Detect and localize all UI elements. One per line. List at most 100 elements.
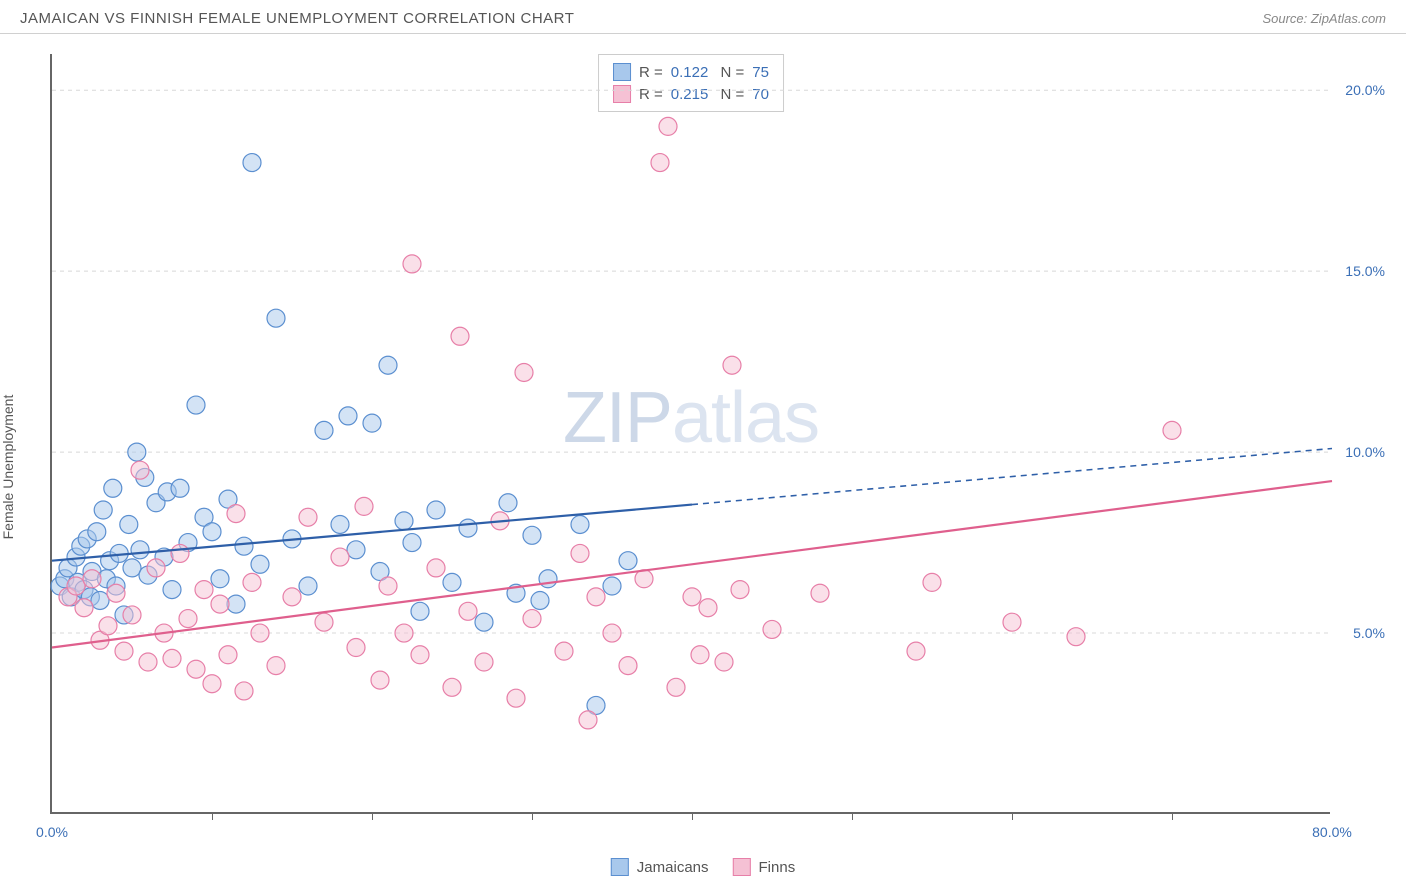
scatter-point (99, 617, 117, 635)
scatter-point (731, 581, 749, 599)
scatter-point (331, 515, 349, 533)
scatter-point (571, 515, 589, 533)
scatter-point (555, 642, 573, 660)
chart-title: JAMAICAN VS FINNISH FEMALE UNEMPLOYMENT … (20, 10, 574, 27)
trend-line (52, 505, 692, 561)
legend-label-jamaicans: Jamaicans (637, 859, 709, 876)
y-tick-label: 5.0% (1353, 625, 1385, 641)
legend-item-jamaicans: Jamaicans (611, 858, 709, 876)
scatter-point (1003, 613, 1021, 631)
scatter-point (267, 309, 285, 327)
scatter-point (147, 559, 165, 577)
scatter-point (459, 602, 477, 620)
scatter-point (331, 548, 349, 566)
scatter-point (379, 356, 397, 374)
scatter-point (315, 421, 333, 439)
source-label: Source: ZipAtlas.com (1262, 11, 1386, 26)
scatter-point (635, 570, 653, 588)
scatter-point (211, 595, 229, 613)
scatter-point (363, 414, 381, 432)
legend-item-finns: Finns (733, 858, 796, 876)
scatter-point (104, 479, 122, 497)
scatter-point (603, 577, 621, 595)
x-tick-label: 0.0% (36, 824, 68, 840)
scatter-point (579, 711, 597, 729)
scatter-point (91, 591, 109, 609)
scatter-point (187, 396, 205, 414)
scatter-point (88, 523, 106, 541)
scatter-point (187, 660, 205, 678)
scatter-point (531, 591, 549, 609)
scatter-point (619, 552, 637, 570)
scatter-point (171, 479, 189, 497)
scatter-point (219, 646, 237, 664)
scatter-point (411, 602, 429, 620)
header: JAMAICAN VS FINNISH FEMALE UNEMPLOYMENT … (0, 0, 1406, 34)
scatter-point (523, 610, 541, 628)
legend-label-finns: Finns (759, 859, 796, 876)
scatter-point (299, 577, 317, 595)
y-axis-label: Female Unemployment (0, 395, 16, 540)
y-tick-label: 10.0% (1345, 444, 1385, 460)
scatter-point (411, 646, 429, 664)
scatter-point (443, 573, 461, 591)
scatter-point (403, 255, 421, 273)
scatter-point (395, 512, 413, 530)
scatter-point (203, 523, 221, 541)
scatter-point (128, 443, 146, 461)
scatter-point (811, 584, 829, 602)
scatter-point (603, 624, 621, 642)
scatter-point (267, 657, 285, 675)
scatter-point (699, 599, 717, 617)
scatter-point (131, 541, 149, 559)
scatter-point (355, 497, 373, 515)
scatter-point (163, 649, 181, 667)
scatter-point (651, 154, 669, 172)
scatter-point (163, 581, 181, 599)
scatter-point (475, 613, 493, 631)
scatter-point (243, 154, 261, 172)
scatter-point (75, 599, 93, 617)
scatter-point (427, 501, 445, 519)
scatter-svg (52, 54, 1330, 812)
chart-container: Female Unemployment ZIPatlas R = 0.122 N… (0, 34, 1406, 884)
scatter-point (251, 555, 269, 573)
trend-line-dashed (692, 448, 1332, 504)
plot-area: ZIPatlas R = 0.122 N = 75 R = 0.215 N = … (50, 54, 1330, 814)
scatter-point (211, 570, 229, 588)
scatter-point (94, 501, 112, 519)
scatter-point (83, 570, 101, 588)
scatter-point (587, 588, 605, 606)
scatter-point (195, 581, 213, 599)
scatter-point (107, 584, 125, 602)
scatter-point (299, 508, 317, 526)
scatter-point (427, 559, 445, 577)
legend-swatch-icon (733, 858, 751, 876)
scatter-point (123, 606, 141, 624)
scatter-point (131, 461, 149, 479)
scatter-point (683, 588, 701, 606)
scatter-point (475, 653, 493, 671)
scatter-point (379, 577, 397, 595)
trend-line (52, 481, 1332, 647)
scatter-point (571, 544, 589, 562)
scatter-point (235, 682, 253, 700)
scatter-point (347, 639, 365, 657)
scatter-point (347, 541, 365, 559)
series-legend: Jamaicans Finns (611, 858, 795, 876)
scatter-point (659, 117, 677, 135)
scatter-point (619, 657, 637, 675)
scatter-point (67, 577, 85, 595)
scatter-point (459, 519, 477, 537)
scatter-point (227, 595, 245, 613)
scatter-point (339, 407, 357, 425)
scatter-point (723, 356, 741, 374)
scatter-point (123, 559, 141, 577)
x-tick-label: 80.0% (1312, 824, 1352, 840)
scatter-point (395, 624, 413, 642)
scatter-point (1163, 421, 1181, 439)
scatter-point (1067, 628, 1085, 646)
scatter-point (507, 689, 525, 707)
scatter-point (715, 653, 733, 671)
scatter-point (907, 642, 925, 660)
